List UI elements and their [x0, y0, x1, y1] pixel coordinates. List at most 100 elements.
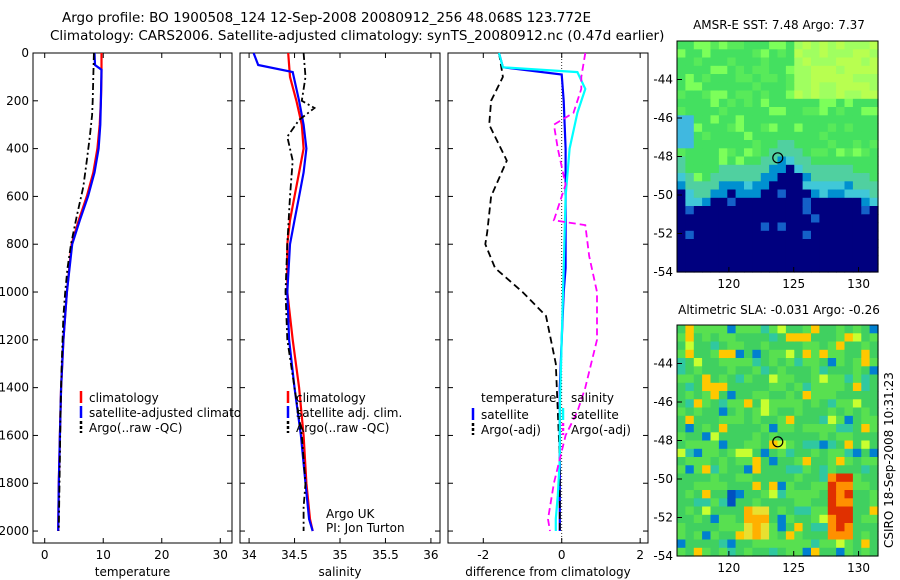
sla-map-cell [685, 358, 695, 367]
sst-map-cell [760, 82, 770, 92]
sla-map-cell [852, 424, 862, 433]
sla-map-cell [785, 498, 795, 508]
sla-map-cell [677, 448, 686, 458]
sst-map-cell [869, 181, 879, 191]
sst-map-cell [702, 65, 712, 75]
sla-map-cell [752, 407, 762, 417]
sst-map-cell [769, 57, 779, 67]
sst-map-cell [844, 197, 854, 207]
sst-map-cell [735, 181, 745, 191]
sst-map-cell [710, 90, 720, 100]
sla-map-cell [769, 391, 779, 400]
sst-map-cell [811, 156, 820, 166]
sst-argo-position-marker [772, 152, 784, 164]
sst-map-cell [777, 173, 787, 182]
sla-map-cell [852, 366, 862, 376]
sst-map-cell [769, 41, 779, 50]
sst-map-cell [685, 189, 695, 199]
sla-map-cell [693, 473, 703, 483]
sst-map-cell [693, 82, 703, 92]
salinity-series-argo-raw-qc- [284, 52, 317, 531]
sst-lat-tick-label: -44 [653, 73, 673, 87]
sla-map-cell [869, 349, 879, 359]
sst-map-cell [735, 82, 745, 92]
sla-map-cell [685, 531, 695, 541]
sst-map-cell [844, 140, 854, 149]
sla-map-cell [677, 333, 686, 343]
sla-map-cell [693, 399, 703, 409]
sla-map-cell [693, 415, 703, 425]
difference-series-salinity-satellite [497, 52, 587, 531]
sst-map-cell [785, 131, 795, 141]
sla-map-cell [794, 374, 804, 384]
sst-map-cell [727, 255, 737, 265]
sla-map-cell [727, 341, 737, 351]
sst-map-cell [844, 181, 854, 191]
sst-map-cell [844, 164, 854, 174]
sst-map-cell [819, 90, 829, 100]
sla-map-cell [760, 407, 770, 417]
sst-map-cell [794, 131, 804, 141]
sst-map-cell [735, 41, 745, 50]
sla-map-cell [836, 473, 846, 483]
sst-map-cell [685, 156, 695, 166]
sla-map-cell [693, 531, 703, 541]
sst-map-cell [727, 65, 737, 75]
sla-map-cell [836, 490, 846, 499]
sst-map-cell [710, 181, 720, 191]
sla-map-cell [861, 341, 871, 351]
sla-map-cell [760, 457, 770, 466]
sst-map-cell [710, 222, 720, 232]
sst-map-cell [727, 197, 737, 207]
sst-map-cell [836, 255, 846, 265]
sst-map-cell [769, 230, 779, 240]
sla-map-cell [819, 341, 829, 351]
sst-map-cell [819, 197, 829, 207]
sla-map-cell [811, 407, 820, 417]
sla-map-cell [844, 358, 854, 367]
sla-map-cell [744, 514, 753, 524]
sla-map-cell [811, 374, 820, 384]
sla-map-cell [852, 506, 862, 516]
sla-map-cell [685, 391, 695, 400]
sla-map-cell [869, 391, 879, 400]
sst-map-cell [785, 115, 795, 125]
sst-lat-tick-label: -50 [653, 188, 673, 202]
sla-map-cell [693, 382, 703, 392]
sla-map-cell [827, 498, 837, 508]
sst-map-cell [827, 123, 837, 133]
sla-map-cell [769, 481, 779, 491]
sla-map-cell [735, 399, 745, 409]
sla-map-cell [811, 473, 820, 483]
sla-map-cell [760, 490, 770, 499]
sla-map-cell [735, 391, 745, 400]
sst-map-cell [710, 230, 720, 240]
sla-map-cell [677, 531, 686, 541]
sla-map-cell [718, 407, 728, 417]
sst-map-cell [702, 255, 712, 265]
sst-map-cell [752, 98, 762, 108]
sst-map-cell [718, 214, 728, 224]
salinity-xtick-label: 34 [241, 548, 256, 562]
sst-map-cell [852, 148, 862, 158]
sla-map-cell [685, 506, 695, 516]
sla-map-cell [785, 539, 795, 549]
sst-map-cell [852, 90, 862, 100]
sla-map-cell [727, 349, 737, 359]
sst-map-cell [769, 181, 779, 191]
sla-map-cell [752, 341, 762, 351]
sst-map-cell [744, 41, 753, 50]
sla-map-cell [718, 382, 728, 392]
sst-map-cell [744, 115, 753, 125]
sla-map-cell [769, 547, 779, 557]
difference-xtick-label: -2 [477, 548, 489, 562]
sla-map-cell [760, 506, 770, 516]
sst-map-cell [727, 140, 737, 149]
sla-map-cell [685, 374, 695, 384]
sla-map-cell [802, 349, 812, 359]
sst-map-cell [869, 255, 879, 265]
sst-map-cell [869, 230, 879, 240]
sst-map-cell [869, 82, 879, 92]
sla-map-cell [735, 432, 745, 442]
sst-map-cell [735, 247, 745, 257]
